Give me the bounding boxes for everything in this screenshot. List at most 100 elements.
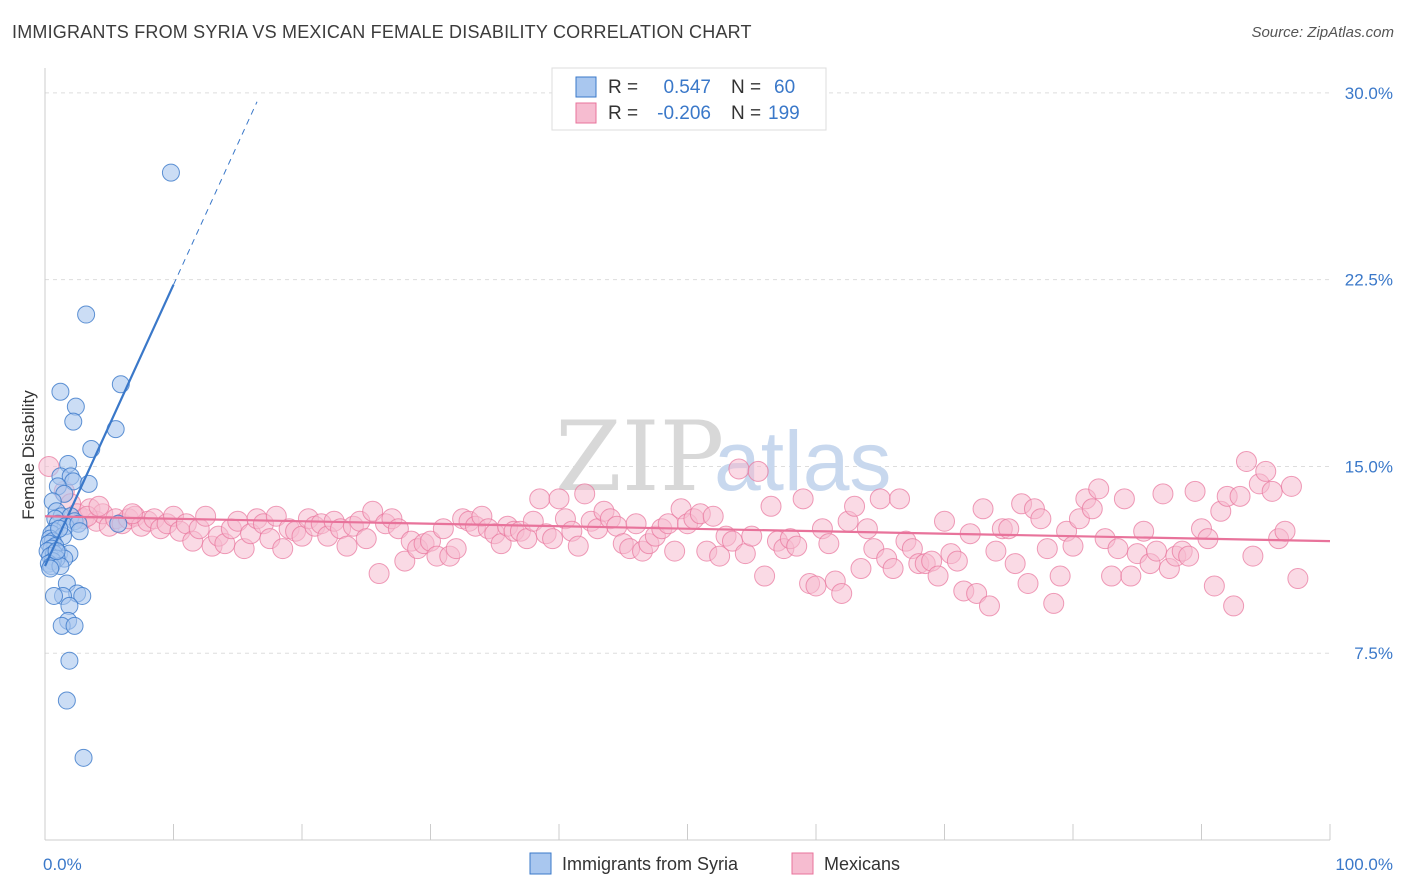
bottom-legend-label-syria: Immigrants from Syria	[562, 854, 739, 874]
mexicans-point	[1146, 540, 1168, 562]
mexicans-point	[805, 575, 827, 597]
mexicans-point	[1043, 592, 1065, 614]
mexicans-point	[934, 510, 955, 532]
mexicans-point	[1255, 460, 1277, 482]
mexicans-trend-line	[44, 515, 1331, 543]
mexicans-point	[721, 530, 743, 552]
mexicans-point	[882, 558, 904, 580]
syria-point	[109, 514, 128, 533]
legend: R = 0.547 N = 60 R = -0.206 N = 199	[551, 67, 827, 131]
mexicans-point	[1184, 480, 1206, 502]
syria-trend-extension	[173, 101, 258, 285]
syria-point	[44, 586, 63, 605]
mexicans-point	[946, 550, 968, 572]
y-tick-label: 22.5%	[1345, 271, 1393, 290]
mexicans-point	[336, 535, 358, 557]
legend-r-value-syria: 0.547	[663, 77, 711, 98]
syria-point	[60, 596, 79, 615]
syria-point	[57, 691, 76, 710]
mexicans-point	[1280, 475, 1302, 497]
mexicans-point	[1133, 520, 1155, 542]
mexicans-point	[394, 550, 416, 572]
legend-swatch-mexicans	[575, 102, 597, 124]
mexicans-point	[1088, 478, 1110, 500]
syria-points	[38, 163, 180, 767]
mexicans-point	[927, 565, 949, 587]
mexicans-point	[831, 582, 853, 604]
syria-point	[73, 586, 92, 605]
bottom-legend: Immigrants from Syria Mexicans	[529, 852, 900, 875]
mexicans-point	[1287, 568, 1309, 590]
y-axis-label: Female Disability	[19, 390, 38, 520]
mexicans-point	[998, 518, 1020, 540]
bottom-legend-swatch-mexicans	[791, 852, 814, 875]
mexicans-point	[368, 563, 390, 585]
mexicans-point	[529, 488, 551, 510]
mexicans-point	[1113, 488, 1135, 510]
legend-r-label-mexicans: R =	[608, 103, 638, 124]
mexicans-point	[1101, 565, 1123, 587]
mexicans-point	[1178, 545, 1200, 567]
bottom-legend-swatch-syria	[529, 852, 552, 875]
mexicans-points	[38, 450, 1309, 617]
mexicans-point	[445, 538, 467, 560]
mexicans-point	[1030, 508, 1052, 530]
mexicans-point	[1049, 565, 1071, 587]
mexicans-point	[709, 545, 731, 567]
syria-trend-line	[43, 284, 175, 567]
x-tick-label-1: 100.0%	[1335, 855, 1393, 874]
legend-swatch-syria	[575, 76, 597, 98]
mexicans-point	[1242, 545, 1264, 567]
mexicans-point	[844, 495, 866, 517]
mexicans-point	[272, 538, 294, 560]
mexicans-point	[856, 518, 878, 540]
syria-point	[74, 748, 93, 767]
mexicans-point	[1017, 572, 1039, 594]
mexicans-point	[978, 595, 1000, 617]
mexicans-point	[702, 505, 724, 527]
mexicans-point	[1152, 483, 1174, 505]
mexicans-point	[432, 518, 454, 540]
mexicans-point	[792, 488, 814, 510]
legend-n-value-syria: 60	[774, 77, 795, 98]
mexicans-point	[1120, 565, 1142, 587]
legend-box	[551, 67, 827, 131]
mexicans-point	[728, 458, 750, 480]
mexicans-point	[786, 535, 808, 557]
mexicans-point	[889, 488, 911, 510]
mexicans-point	[1274, 520, 1296, 542]
mexicans-point	[754, 565, 776, 587]
mexicans-point	[850, 558, 872, 580]
mexicans-point	[574, 483, 596, 505]
mexicans-point	[1036, 538, 1058, 560]
mexicans-point	[869, 488, 891, 510]
mexicans-point	[1062, 535, 1084, 557]
syria-point	[70, 522, 89, 541]
mexicans-point	[818, 533, 840, 555]
syria-point	[51, 382, 70, 401]
legend-r-value-mexicans: -0.206	[657, 103, 711, 124]
syria-point	[66, 397, 85, 416]
syria-point	[65, 616, 84, 635]
mexicans-point	[1004, 553, 1026, 575]
mexicans-point	[1081, 498, 1103, 520]
mexicans-point	[88, 495, 110, 517]
syria-point	[41, 559, 60, 578]
mexicans-point	[542, 528, 564, 550]
syria-point	[64, 412, 83, 431]
source-label: Source: ZipAtlas.com	[1251, 24, 1394, 41]
mexicans-point	[747, 460, 769, 482]
syria-point	[161, 163, 180, 182]
legend-n-value-mexicans: 199	[768, 103, 800, 124]
mexicans-point	[664, 540, 686, 562]
x-tick-label-0: 0.0%	[43, 855, 82, 874]
mexicans-point	[195, 505, 217, 527]
syria-point	[82, 440, 101, 459]
trend-lines	[43, 101, 1331, 567]
y-tick-label: 30.0%	[1345, 84, 1393, 103]
syria-point	[111, 375, 130, 394]
y-tick-label: 7.5%	[1354, 644, 1393, 663]
mexicans-point	[985, 540, 1007, 562]
chart-title: IMMIGRANTS FROM SYRIA VS MEXICAN FEMALE …	[12, 22, 752, 42]
mexicans-point	[355, 528, 377, 550]
